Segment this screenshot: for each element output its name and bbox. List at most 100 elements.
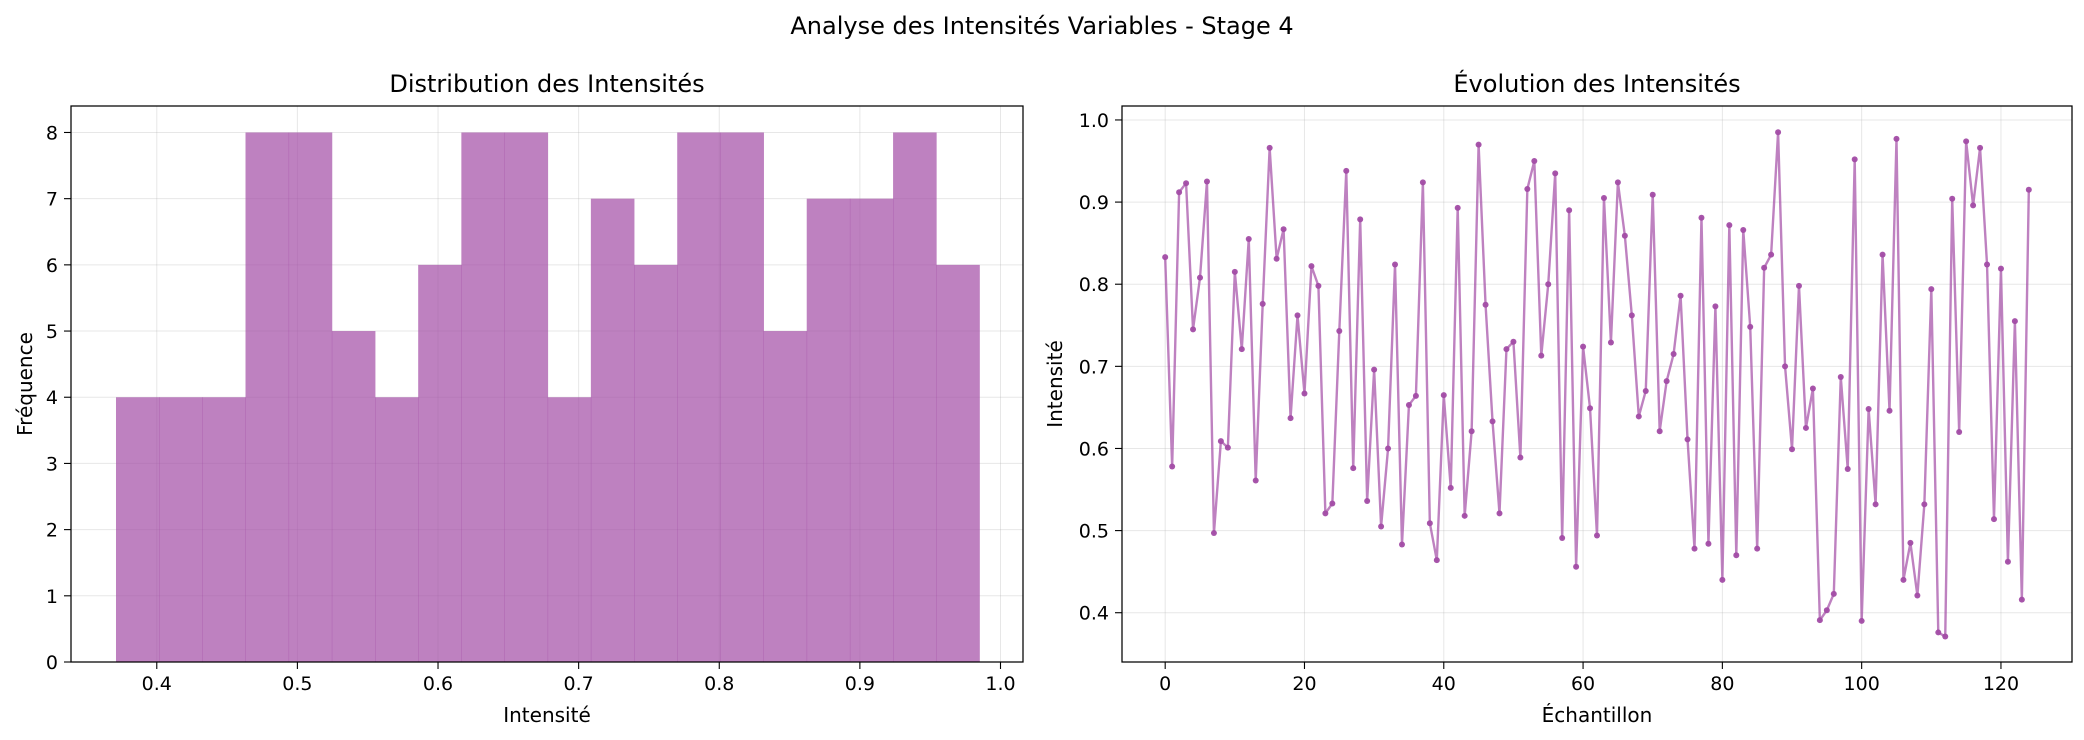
line-chart-point bbox=[1754, 545, 1761, 552]
histogram-bar bbox=[504, 132, 549, 662]
line-chart-point bbox=[1628, 312, 1635, 319]
line-chart-axes-frame bbox=[1121, 105, 2073, 663]
line-chart-point bbox=[1329, 500, 1336, 507]
histogram-bar bbox=[806, 198, 851, 662]
line-chart-point bbox=[1245, 236, 1252, 243]
line-chart-point bbox=[1684, 436, 1691, 443]
histogram-chart: Distribution des Intensités 0.4 0.5 0.6 0.7… bbox=[13, 70, 1024, 727]
line-chart-point bbox=[1266, 144, 1273, 151]
line-chart-point bbox=[1524, 185, 1531, 192]
histogram-bar bbox=[115, 397, 160, 662]
line-chart-point bbox=[1907, 539, 1914, 546]
line-chart-point bbox=[1392, 261, 1399, 268]
line-chart-point bbox=[1761, 264, 1768, 271]
line-chart-point bbox=[1301, 390, 1308, 397]
figure-suptitle: Analyse des Intensités Variables - Stage… bbox=[790, 12, 1293, 40]
histogram-bar bbox=[936, 264, 980, 662]
line-chart-point bbox=[1872, 501, 1879, 508]
line-chart-point bbox=[1350, 465, 1357, 472]
line-chart-point bbox=[1461, 512, 1468, 519]
line-chart-point bbox=[1210, 530, 1217, 537]
line-chart-point bbox=[1663, 378, 1670, 385]
line-chart-point bbox=[1795, 282, 1802, 289]
line-chart-point bbox=[1371, 366, 1378, 373]
line-chart-y-tick-label: 1.0 bbox=[1079, 110, 1109, 132]
line-chart-point bbox=[1357, 216, 1364, 223]
line-chart-point bbox=[1176, 189, 1183, 196]
line-chart-point bbox=[1287, 415, 1294, 422]
histogram-x-tick-label: 0.5 bbox=[282, 673, 312, 695]
histogram-x-tick-label: 0.8 bbox=[704, 673, 734, 695]
line-chart-point bbox=[1433, 557, 1440, 564]
histogram-y-tick-label: 6 bbox=[46, 255, 58, 277]
line-chart-point bbox=[1315, 282, 1322, 289]
line-chart-series-line bbox=[1163, 131, 2031, 638]
line-chart-point bbox=[1294, 312, 1301, 319]
line-chart-point bbox=[1802, 424, 1809, 431]
line-chart-point bbox=[2018, 596, 2025, 603]
line-chart-point bbox=[1440, 392, 1447, 399]
line-chart-point bbox=[1231, 268, 1238, 275]
line-chart-point bbox=[1935, 629, 1942, 636]
histogram-y-tick-label: 1 bbox=[46, 586, 58, 608]
line-chart-point bbox=[1886, 407, 1893, 414]
line-chart-point bbox=[1956, 429, 1963, 436]
histogram-title: Distribution des Intensités bbox=[389, 70, 704, 98]
histogram-x-tick-label: 1.0 bbox=[985, 673, 1015, 695]
histogram-x-tick-label: 0.7 bbox=[564, 673, 594, 695]
line-chart-point bbox=[2025, 186, 2032, 193]
line-chart-point bbox=[1670, 351, 1677, 358]
line-chart-y-ticks: 0.4 0.5 0.6 0.7 0.8 0.9 1.0 bbox=[1079, 110, 1122, 625]
histogram-bar bbox=[288, 132, 333, 662]
line-chart-point bbox=[1162, 254, 1169, 261]
line-chart-point bbox=[1851, 156, 1858, 163]
line-chart-point bbox=[1238, 346, 1245, 353]
line-chart-point bbox=[1656, 428, 1663, 435]
histogram-x-tick-label: 0.6 bbox=[423, 673, 453, 695]
line-chart-point bbox=[1169, 463, 1176, 470]
line-chart-point bbox=[1517, 454, 1524, 461]
line-chart-point bbox=[1259, 300, 1266, 307]
line-chart-point bbox=[1273, 255, 1280, 262]
line-chart-point bbox=[1552, 170, 1559, 177]
line-chart-point bbox=[1963, 138, 1970, 145]
line-chart-point bbox=[1203, 178, 1210, 185]
histogram-bar bbox=[849, 198, 894, 662]
line-chart-x-tick-label: 0 bbox=[1159, 673, 1171, 695]
line-chart-x-ticks: 0 20 40 60 80 100 120 bbox=[1159, 662, 2019, 695]
line-chart-point bbox=[1893, 135, 1900, 142]
line-chart-point bbox=[1705, 540, 1712, 547]
histogram-bar bbox=[331, 331, 376, 662]
histogram-x-tick-label: 0.4 bbox=[142, 673, 172, 695]
histogram-bar bbox=[590, 198, 635, 662]
line-chart-x-tick-label: 80 bbox=[1710, 673, 1734, 695]
line-chart-x-tick-label: 20 bbox=[1292, 673, 1316, 695]
histogram-bar bbox=[375, 397, 419, 662]
line-chart-point bbox=[1343, 167, 1350, 174]
line-chart-title: Évolution des Intensités bbox=[1453, 69, 1740, 98]
line-chart-point bbox=[1587, 405, 1594, 412]
line-chart-y-tick-label: 0.9 bbox=[1079, 192, 1109, 214]
line-chart-point bbox=[1984, 261, 1991, 268]
line-chart-point bbox=[1949, 195, 1956, 202]
line-chart-point bbox=[1747, 323, 1754, 330]
line-chart-point bbox=[1879, 251, 1886, 258]
line-chart-y-tick-label: 0.7 bbox=[1079, 356, 1109, 378]
histogram-x-ticks: 0.4 0.5 0.6 0.7 0.8 0.9 1.0 bbox=[142, 662, 1016, 695]
line-chart-point bbox=[1594, 532, 1600, 539]
line-chart-point bbox=[1419, 179, 1426, 186]
line-chart-point bbox=[1183, 180, 1190, 187]
histogram-y-tick-label: 3 bbox=[46, 453, 58, 475]
line-chart-point bbox=[1580, 343, 1587, 350]
line-chart-point bbox=[1921, 501, 1928, 508]
line-chart-point bbox=[1740, 227, 1747, 234]
line-chart-point bbox=[1496, 510, 1503, 517]
line-chart-x-tick-label: 40 bbox=[1432, 673, 1456, 695]
histogram-bar bbox=[202, 397, 246, 662]
line-chart-point bbox=[1830, 590, 1837, 597]
line-chart-point bbox=[1385, 445, 1392, 452]
histogram-bar bbox=[634, 264, 678, 662]
histogram-bar bbox=[893, 132, 937, 662]
line-chart-point bbox=[1475, 141, 1482, 148]
